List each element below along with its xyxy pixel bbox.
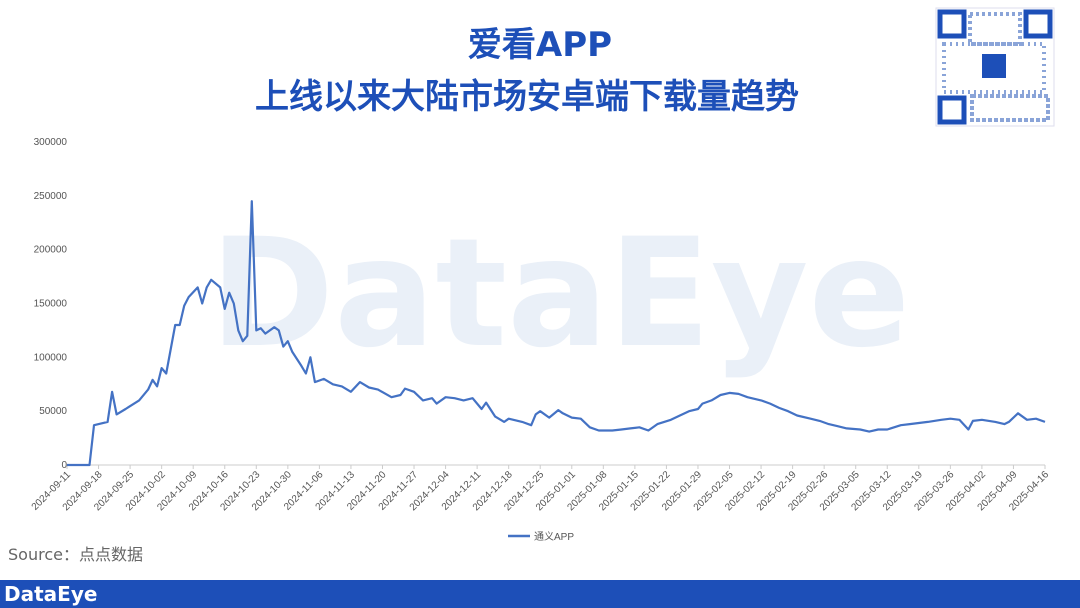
y-tick-label: 250000 (34, 191, 68, 202)
legend-label: 通义APP (534, 531, 574, 543)
qr-code (935, 7, 1055, 127)
source-note: Source：点点数据 (8, 545, 143, 564)
footer-bar (0, 580, 1080, 608)
footer-brand: DataEye (4, 582, 97, 606)
y-tick-label: 50000 (39, 406, 67, 417)
y-tick-label: 0 (61, 460, 67, 471)
chart-title: 爱看APP (468, 25, 612, 65)
line-series (67, 200, 1046, 467)
y-tick-label: 150000 (34, 299, 68, 310)
chart-subtitle: 上线以来大陆市场安卓端下载量趋势 (255, 77, 799, 117)
y-tick-label: 100000 (34, 352, 68, 363)
y-tick-label: 200000 (34, 245, 68, 256)
watermark: DataEye (210, 207, 911, 381)
y-tick-label: 300000 (34, 137, 68, 148)
